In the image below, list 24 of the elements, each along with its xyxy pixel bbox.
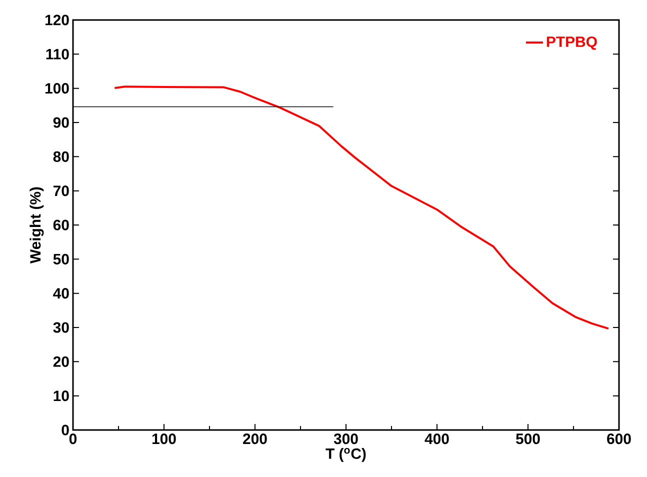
legend-label: PTPBQ — [546, 36, 597, 50]
x-tick-label: 500 — [516, 434, 540, 444]
x-tick-label: 300 — [334, 434, 358, 444]
y-tick-label: 0 — [62, 424, 69, 436]
y-tick-label: 80 — [53, 151, 69, 162]
y-tick-label: 50 — [53, 254, 69, 264]
y-tick-label: 120 — [45, 14, 69, 26]
x-tick-label: 100 — [152, 434, 176, 444]
x-tick-label: 600 — [607, 434, 631, 444]
x-axis-title: T ($^{o}$C) — [326, 448, 366, 462]
y-axis-title: Weight (%) — [30, 187, 44, 264]
y-tick-label: 100 — [45, 83, 69, 94]
y-tick-label: 20 — [53, 356, 69, 367]
x-tick-label: 400 — [424, 434, 449, 444]
x-tick-label: 200 — [243, 434, 267, 444]
y-tick-label: 70 — [54, 186, 69, 196]
y-tick-label: 10 — [54, 390, 69, 402]
y-tick-label: 60 — [53, 220, 69, 230]
x-tick-label: 0 — [69, 434, 77, 444]
y-tick-label: 30 — [53, 322, 69, 333]
y-tick-label: 110 — [46, 48, 69, 60]
y-tick-label: 90 — [53, 117, 69, 128]
y-tick-label: 40 — [53, 288, 69, 299]
line-series — [114, 86, 610, 330]
